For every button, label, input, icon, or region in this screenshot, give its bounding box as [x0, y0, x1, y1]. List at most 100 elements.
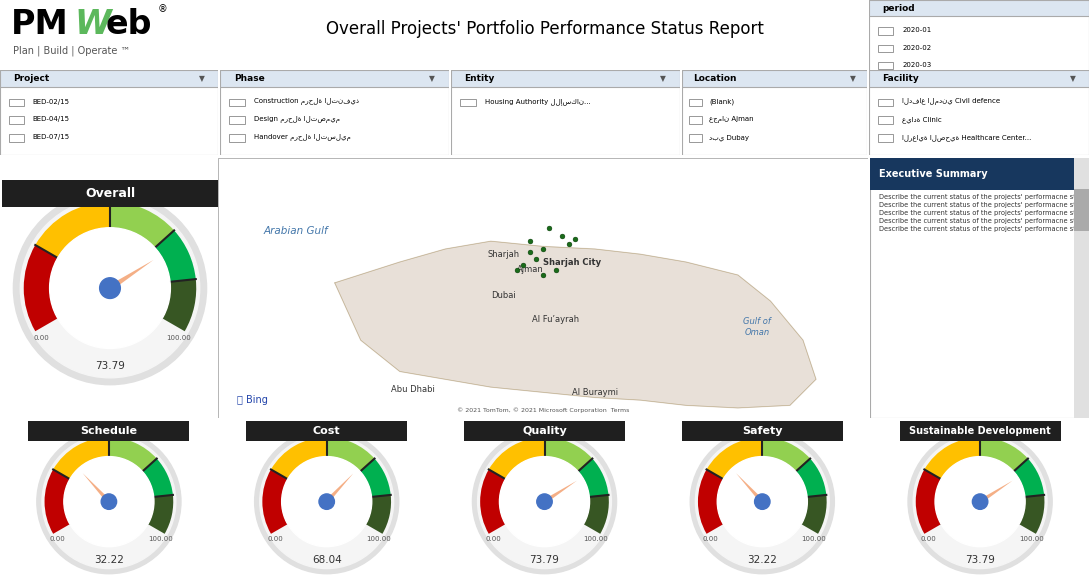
- Wedge shape: [143, 459, 173, 497]
- Text: Ajman: Ajman: [516, 266, 543, 274]
- Wedge shape: [584, 495, 609, 534]
- Wedge shape: [45, 469, 70, 534]
- Circle shape: [473, 429, 616, 574]
- Polygon shape: [334, 241, 816, 408]
- Text: eb: eb: [106, 8, 152, 41]
- Wedge shape: [155, 230, 196, 282]
- Wedge shape: [489, 438, 544, 479]
- Wedge shape: [480, 469, 505, 534]
- Bar: [464, 421, 625, 441]
- Text: Design مرحلة التصميم: Design مرحلة التصميم: [255, 116, 341, 123]
- Circle shape: [718, 456, 807, 546]
- Circle shape: [42, 435, 175, 569]
- Circle shape: [64, 456, 154, 546]
- Wedge shape: [544, 438, 592, 472]
- Text: Handover مرحلة التسليم: Handover مرحلة التسليم: [255, 134, 351, 141]
- Text: Describe the current status of the projects' performacne status, summarizing iss: Describe the current status of the proje…: [879, 194, 1089, 232]
- Text: Overall: Overall: [85, 187, 135, 200]
- Wedge shape: [925, 438, 980, 479]
- Text: عجمان Ajman: عجمان Ajman: [710, 116, 754, 123]
- Wedge shape: [366, 495, 391, 534]
- Text: Entity: Entity: [465, 74, 494, 83]
- Circle shape: [500, 456, 589, 546]
- Bar: [878, 116, 893, 124]
- Text: 0.00: 0.00: [485, 536, 501, 542]
- Circle shape: [13, 191, 207, 385]
- Circle shape: [478, 435, 611, 569]
- Text: 73.79: 73.79: [95, 361, 125, 371]
- Circle shape: [282, 456, 371, 546]
- Circle shape: [50, 228, 170, 349]
- Wedge shape: [262, 469, 287, 534]
- Bar: [1074, 189, 1089, 231]
- Text: 100.00: 100.00: [584, 536, 609, 542]
- Text: (Blank): (Blank): [710, 98, 735, 105]
- Wedge shape: [796, 459, 827, 497]
- Text: BED-04/15: BED-04/15: [33, 116, 70, 122]
- Text: Ⓑ Bing: Ⓑ Bing: [237, 395, 268, 405]
- Text: BED-02/15: BED-02/15: [33, 99, 70, 105]
- Wedge shape: [980, 438, 1028, 472]
- Text: 0.00: 0.00: [920, 536, 937, 542]
- Wedge shape: [360, 459, 391, 497]
- Text: 100.00: 100.00: [1019, 536, 1044, 542]
- Text: Facility: Facility: [882, 74, 919, 83]
- Text: 73.79: 73.79: [529, 555, 560, 565]
- Text: ▼: ▼: [199, 74, 205, 83]
- Polygon shape: [83, 473, 115, 508]
- Bar: [869, 70, 1089, 87]
- Text: Sharjah City: Sharjah City: [542, 257, 601, 267]
- Bar: [878, 99, 893, 106]
- Bar: [246, 421, 407, 441]
- Bar: [878, 44, 893, 52]
- Bar: [2, 180, 218, 207]
- Text: 0.00: 0.00: [702, 536, 719, 542]
- Text: الرعاية الصحية Healthcare Center...: الرعاية الصحية Healthcare Center...: [902, 134, 1031, 140]
- Wedge shape: [698, 469, 723, 534]
- Wedge shape: [162, 279, 196, 331]
- Text: 2020-02: 2020-02: [902, 44, 931, 50]
- Text: Overall Projects' Portfolio Performance Status Report: Overall Projects' Portfolio Performance …: [326, 20, 763, 39]
- Text: period: period: [882, 4, 915, 13]
- Bar: [689, 99, 702, 106]
- Text: 32.22: 32.22: [94, 555, 124, 565]
- Circle shape: [255, 429, 399, 574]
- Text: 100.00: 100.00: [802, 536, 827, 542]
- Bar: [229, 134, 245, 142]
- Text: 0.00: 0.00: [49, 536, 65, 542]
- Bar: [689, 116, 702, 124]
- Wedge shape: [1014, 459, 1044, 497]
- Bar: [682, 70, 867, 87]
- Text: Location: Location: [693, 74, 736, 83]
- Text: PM: PM: [11, 8, 69, 41]
- Circle shape: [696, 435, 829, 569]
- Text: W: W: [74, 8, 111, 41]
- Circle shape: [537, 494, 552, 510]
- Text: ▼: ▼: [429, 74, 435, 83]
- Text: 32.22: 32.22: [747, 555, 778, 565]
- Text: 2020-03: 2020-03: [902, 61, 931, 68]
- Text: 0.00: 0.00: [267, 536, 283, 542]
- Text: Plan | Build | Operate ™: Plan | Build | Operate ™: [13, 45, 131, 56]
- Circle shape: [914, 435, 1047, 569]
- Bar: [878, 62, 893, 69]
- Text: دبي Dubay: دبي Dubay: [710, 134, 749, 140]
- Text: Housing Authority للإسكان...: Housing Authority للإسكان...: [486, 98, 591, 105]
- Bar: [870, 158, 1089, 191]
- Circle shape: [935, 456, 1025, 546]
- Bar: [451, 70, 680, 87]
- Wedge shape: [1019, 495, 1044, 534]
- Wedge shape: [707, 438, 762, 479]
- Wedge shape: [109, 438, 157, 472]
- Wedge shape: [762, 438, 810, 472]
- Text: 2020-01: 2020-01: [902, 27, 931, 33]
- Bar: [229, 99, 245, 106]
- Wedge shape: [916, 469, 941, 534]
- Wedge shape: [110, 202, 174, 247]
- Wedge shape: [35, 202, 110, 258]
- Text: Gulf of
Oman: Gulf of Oman: [744, 318, 771, 337]
- Text: ®: ®: [158, 4, 168, 14]
- Bar: [900, 421, 1061, 441]
- Text: Al Fu’ayrah: Al Fu’ayrah: [533, 315, 579, 324]
- Text: Cost: Cost: [313, 426, 341, 436]
